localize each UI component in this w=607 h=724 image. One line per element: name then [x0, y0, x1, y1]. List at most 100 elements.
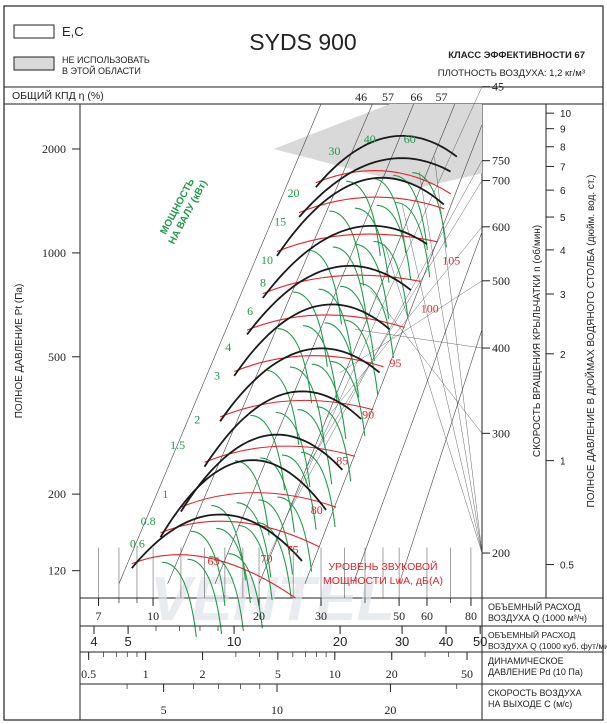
- power-arc: [289, 366, 325, 442]
- inch-tick-label: 1: [560, 457, 566, 468]
- power-label: 20: [287, 186, 299, 200]
- x-axis-tick-label: 40: [439, 634, 453, 649]
- power-label: 1.5: [170, 438, 185, 452]
- rpm-tick-label: 200: [492, 546, 510, 560]
- sound-label: 90: [362, 408, 374, 422]
- x-axis-tick-label: 10: [271, 703, 283, 717]
- fan-curve-750: [262, 224, 428, 299]
- power-arc: [330, 360, 366, 437]
- chart-title: SYDS 900: [249, 29, 356, 55]
- y-axis-label: ПОЛНОЕ ДАВЛЕНИЕ Pt (Па): [14, 284, 25, 419]
- inch-tick-label: 5: [560, 213, 566, 224]
- inch-axis-label: ПОЛНОЕ ДАВЛЕНИЕ В ДЮЙМАХ ВОДЯНОГО СТОЛБА…: [584, 175, 597, 508]
- y-tick-label: 200: [48, 487, 66, 501]
- fan-curve-700: [246, 265, 412, 336]
- power-label: 6: [247, 304, 253, 318]
- x-axis-tick-label: 20: [386, 667, 398, 681]
- rpm-ref-line: [370, 289, 483, 434]
- fan-curve-500: [203, 390, 362, 468]
- rpm-tick-label: 750: [492, 154, 510, 168]
- power-arc: [343, 319, 379, 395]
- inch-tick-label: 7: [560, 162, 566, 173]
- power-label: 8: [260, 275, 266, 289]
- x-axis-tick-label: 10: [329, 667, 341, 681]
- sound-curve: [219, 399, 374, 418]
- system-line-3: [258, 103, 456, 584]
- power-arc: [277, 496, 313, 572]
- x-axis-tick-label: 10: [227, 634, 241, 649]
- rpm-ref-line: [401, 204, 483, 554]
- sound-label: 95: [389, 356, 401, 370]
- power-label: 40: [364, 132, 376, 146]
- power-title: МОЩНОСТЬНА ВАЛУ (кВт): [156, 173, 210, 246]
- rpm-axis-label: СКОРОСТЬ ВРАЩЕНИЯ КРЫЛЬЧАТКИ n (об/мин): [531, 225, 543, 457]
- power-arc: [187, 558, 223, 635]
- power-label: 1: [162, 487, 168, 501]
- sound-curve: [131, 554, 297, 599]
- x-axis-tick-label: 5: [125, 634, 132, 649]
- inch-tick-label: 3: [560, 290, 566, 301]
- x-axis-tick-label: 60: [421, 609, 433, 623]
- gray-zone: [273, 104, 482, 188]
- x-axis-tick-label: 10: [147, 609, 159, 623]
- outer-frame: [3, 5, 604, 721]
- rpm-ref-line: [325, 226, 483, 420]
- power-arc: [307, 249, 343, 325]
- sound-label: 105: [442, 254, 460, 268]
- x-axis-tick-label: 4: [90, 634, 97, 649]
- power-arc: [346, 180, 381, 256]
- rpm-tick-label: 300: [492, 426, 510, 440]
- sound-label: 80: [311, 503, 323, 517]
- power-label: 15: [274, 215, 286, 229]
- rpm-ref-line: [355, 329, 483, 349]
- rpm-ref-line: [418, 171, 483, 554]
- power-arc: [162, 561, 197, 637]
- x-axis-tick-label: 50: [393, 609, 405, 623]
- sound-label: 65: [208, 554, 220, 568]
- x-axis-tick-label: 20: [333, 634, 347, 649]
- x-axis-tick-label: 1: [143, 667, 149, 681]
- power-arc: [329, 210, 365, 286]
- inch-tick-label: 10: [560, 109, 572, 120]
- fan-curve-650: [233, 303, 391, 377]
- inch-tick-label: 2: [560, 350, 566, 361]
- fan-curve-200: [131, 513, 303, 569]
- power-arc: [260, 457, 295, 533]
- sound-title: УРОВЕНЬ ЗВУКОВОЙ МОЩНОСТИ LwA, дБ(А): [323, 560, 443, 587]
- sound-curve: [204, 445, 356, 463]
- x-axis-tick-label: 2: [200, 667, 206, 681]
- fan-curve-400: [180, 433, 344, 513]
- power-arc: [354, 243, 390, 319]
- x-axis-label: ОБЪЕМНЫЙ РАСХОД ВОЗДУХА Q (1000 куб. фут/…: [488, 629, 607, 651]
- sound-label: 70: [260, 552, 272, 566]
- power-label: 10: [261, 253, 273, 267]
- legend-gray-swatch: [13, 56, 55, 71]
- sound-curve: [180, 492, 337, 508]
- power-arc: [264, 369, 300, 445]
- x-axis-tick-label: 5: [161, 703, 167, 717]
- power-arc: [237, 524, 273, 601]
- power-arc: [324, 322, 360, 398]
- y-tick-label: 2000: [42, 142, 66, 156]
- legend-gray-label-2: В ЭТОЙ ОБЛАСТИ: [62, 65, 141, 76]
- legend-white-label: E,C: [62, 24, 84, 39]
- power-arc: [293, 291, 328, 367]
- power-label: 60: [404, 132, 416, 146]
- power-arc: [302, 325, 338, 401]
- efficiency-top-label: 46: [355, 90, 367, 104]
- power-arc: [228, 553, 263, 629]
- power-arc: [340, 285, 375, 361]
- x-axis-tick-label: 7: [96, 609, 102, 623]
- power-arc: [256, 522, 292, 598]
- x-axis-label: ДИНАМИЧЕСКОЕ ДАВЛЕНИЕ Pd (10 Па): [488, 656, 583, 677]
- x-axis-label: ОБЪЕМНЫЙ РАСХОД ВОЗДУХА Q (1000 м³/ч): [488, 601, 587, 623]
- rpm-ref-line: [340, 280, 483, 373]
- system-line-2: [214, 103, 414, 584]
- fan-curve-800: [276, 176, 445, 257]
- efficiency-top-label: 57: [382, 90, 394, 104]
- system-line-1: [167, 103, 373, 584]
- x-axis-label: СКОРОСТЬ ВОЗДУХА НА ВЫХОДЕ C (м/с): [488, 688, 582, 709]
- power-arc: [190, 530, 226, 606]
